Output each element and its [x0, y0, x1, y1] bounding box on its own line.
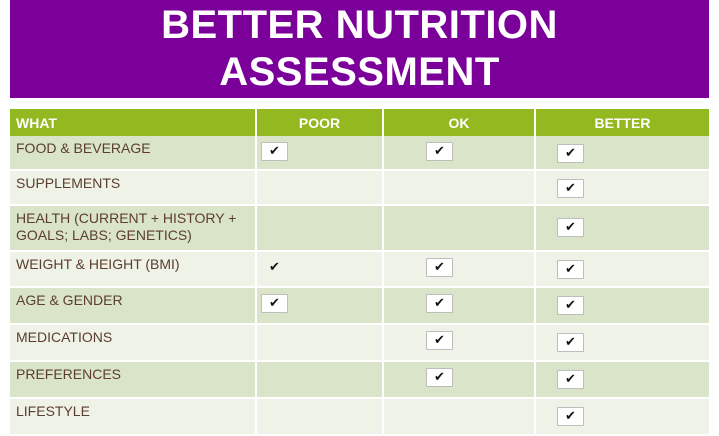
row-label: SUPPLEMENTS [10, 170, 257, 206]
check-mark-icon: ✔ [557, 260, 584, 279]
row-label: AGE & GENDER [10, 287, 257, 325]
table-row: WEIGHT & HEIGHT (BMI) ✔ ✔ ✔ [10, 251, 709, 288]
check-mark-icon: ✔ [557, 296, 584, 315]
table-row: SUPPLEMENTS ✔ [10, 170, 709, 206]
check-mark-icon: ✔ [557, 407, 584, 426]
check-mark-icon: ✔ [557, 370, 584, 389]
check-mark-icon: ✔ [557, 144, 584, 163]
poor-cell: ✔ [256, 251, 384, 288]
ok-cell [383, 170, 536, 206]
poor-cell [256, 170, 384, 206]
ok-cell [383, 398, 536, 436]
title-banner: BETTER NUTRITION ASSESSMENT [10, 0, 709, 98]
better-cell: ✔ [535, 136, 709, 171]
better-cell: ✔ [535, 287, 709, 325]
table-row: LIFESTYLE ✔ [10, 398, 709, 436]
check-mark-icon: ✔ [557, 218, 584, 237]
ok-cell [383, 205, 536, 252]
row-label: MEDICATIONS [10, 324, 257, 362]
row-label: WEIGHT & HEIGHT (BMI) [10, 251, 257, 288]
table-row: FOOD & BEVERAGE ✔ ✔ ✔ [10, 136, 709, 171]
poor-cell: ✔ [256, 287, 384, 325]
header-ok: OK [383, 109, 536, 136]
header-what: WHAT [10, 109, 257, 136]
table-row: HEALTH (CURRENT + HISTORY + GOALS; LABS;… [10, 205, 709, 252]
check-mark-icon: ✔ [269, 260, 280, 275]
assessment-table: WHAT POOR OK BETTER FOOD & BEVERAGE ✔ ✔ … [10, 109, 709, 436]
better-cell: ✔ [535, 251, 709, 288]
ok-cell: ✔ [383, 324, 536, 362]
table-row: PREFERENCES ✔ ✔ [10, 361, 709, 399]
check-mark-icon: ✔ [426, 331, 453, 350]
ok-cell: ✔ [383, 287, 536, 325]
better-cell: ✔ [535, 324, 709, 362]
row-label: HEALTH (CURRENT + HISTORY + GOALS; LABS;… [10, 205, 257, 252]
check-mark-icon: ✔ [426, 294, 453, 313]
better-cell: ✔ [535, 398, 709, 436]
title-line-1: BETTER NUTRITION [161, 3, 558, 47]
poor-cell [256, 324, 384, 362]
check-mark-icon: ✔ [557, 179, 584, 198]
row-label: LIFESTYLE [10, 398, 257, 436]
title-line-2: ASSESSMENT [219, 50, 500, 94]
header-poor: POOR [256, 109, 384, 136]
table-row: MEDICATIONS ✔ ✔ [10, 324, 709, 362]
table-header-row: WHAT POOR OK BETTER [10, 109, 709, 136]
table-row: AGE & GENDER ✔ ✔ ✔ [10, 287, 709, 325]
ok-cell: ✔ [383, 136, 536, 171]
poor-cell [256, 361, 384, 399]
better-cell: ✔ [535, 205, 709, 252]
poor-cell [256, 398, 384, 436]
check-mark-icon: ✔ [261, 142, 288, 161]
check-mark-icon: ✔ [557, 333, 584, 352]
better-cell: ✔ [535, 170, 709, 206]
check-mark-icon: ✔ [426, 258, 453, 277]
poor-cell: ✔ [256, 136, 384, 171]
check-mark-icon: ✔ [426, 142, 453, 161]
check-mark-icon: ✔ [261, 294, 288, 313]
ok-cell: ✔ [383, 361, 536, 399]
row-label: FOOD & BEVERAGE [10, 136, 257, 171]
header-better: BETTER [535, 109, 709, 136]
better-cell: ✔ [535, 361, 709, 399]
check-mark-icon: ✔ [426, 368, 453, 387]
poor-cell [256, 205, 384, 252]
row-label: PREFERENCES [10, 361, 257, 399]
ok-cell: ✔ [383, 251, 536, 288]
